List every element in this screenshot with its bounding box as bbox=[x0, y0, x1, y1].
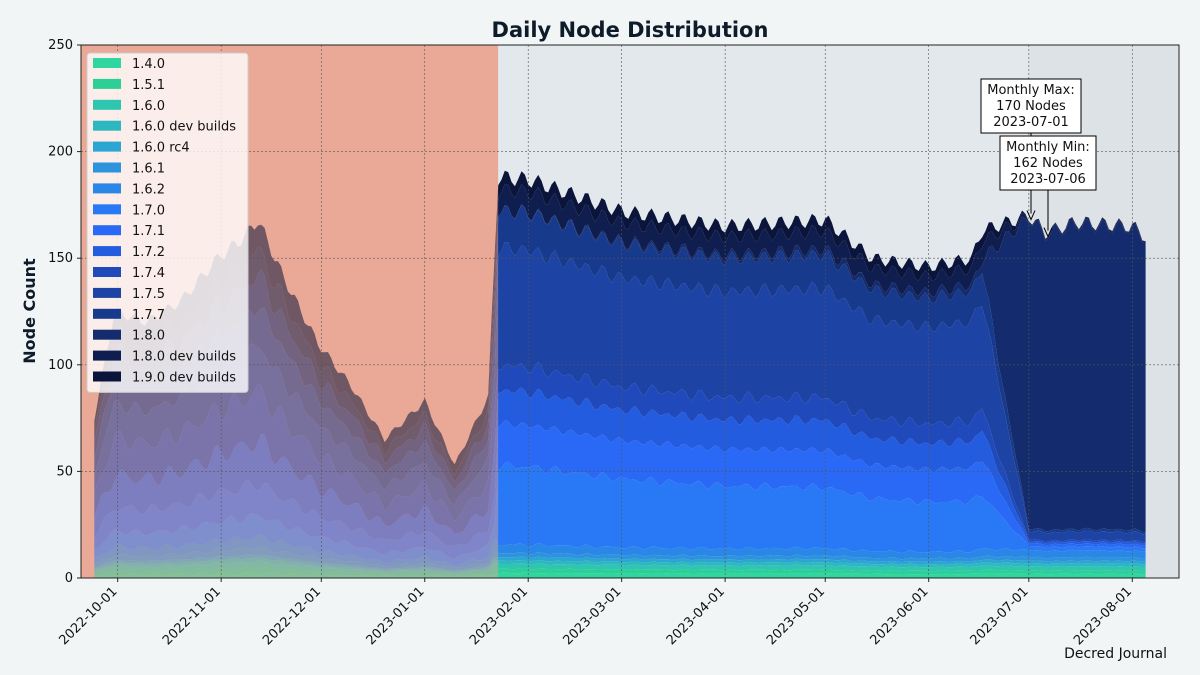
x-tick-label-0: 2022-10-01 bbox=[57, 584, 121, 648]
legend-swatch-15 bbox=[93, 371, 121, 382]
annotation-0-line-0: Monthly Max: bbox=[987, 83, 1074, 98]
y-tick-label-4: 200 bbox=[48, 145, 73, 160]
plot-frame bbox=[80, 44, 1180, 579]
y-tick-label-3: 150 bbox=[48, 251, 73, 266]
area-series-1-7-2 bbox=[94, 387, 1146, 546]
legend-label-7: 1.7.0 bbox=[132, 203, 165, 218]
area-series-1-9-0-dev-builds bbox=[94, 170, 1146, 476]
legend: 1.4.0 1.5.1 1.6.0 1.6.0 dev builds 1.6.0 rc4… bbox=[86, 52, 249, 393]
legend-swatch-10 bbox=[93, 267, 121, 277]
area-series-1-8-0 bbox=[94, 204, 1146, 533]
y-axis-label: Node Count bbox=[20, 258, 39, 364]
stacked-areas bbox=[94, 170, 1146, 578]
legend-swatch-14 bbox=[93, 350, 121, 361]
x-tick-label-10: 2023-08-01 bbox=[1071, 584, 1135, 648]
legend-label-14: 1.8.0 dev builds bbox=[132, 350, 236, 365]
annotation-box-0 bbox=[980, 78, 1082, 134]
area-series-1-7-0 bbox=[94, 461, 1146, 566]
legend-label-4: 1.6.0 rc4 bbox=[132, 141, 190, 156]
chart-title: Daily Node Distribution bbox=[492, 18, 769, 42]
annotation-box-1 bbox=[999, 135, 1097, 191]
legend-swatch-3 bbox=[93, 120, 121, 131]
area-series-1-6-0-rc4 bbox=[94, 554, 1146, 572]
legend-swatch-2 bbox=[93, 99, 121, 110]
annotation-arrowhead-0 bbox=[1026, 210, 1036, 221]
legend-swatch-6 bbox=[93, 183, 121, 194]
legend-swatch-11 bbox=[93, 287, 121, 298]
credit-text: Decred Journal bbox=[1064, 646, 1167, 662]
annotation-1-line-0: Monthly Min: bbox=[1006, 140, 1090, 155]
area-series-1-7-5 bbox=[94, 242, 1146, 543]
legend-swatch-5 bbox=[93, 162, 121, 173]
legend-label-10: 1.7.4 bbox=[132, 266, 165, 281]
annotation-0-line-2: 2023-07-01 bbox=[993, 115, 1069, 130]
y-tick-label-5: 250 bbox=[48, 38, 73, 53]
area-series-1-7-4 bbox=[94, 361, 1146, 544]
x-tick-label-2: 2022-12-01 bbox=[260, 584, 324, 648]
legend-swatch-7 bbox=[93, 204, 121, 215]
area-series-1-6-1 bbox=[94, 545, 1146, 571]
y-tick-label-2: 100 bbox=[48, 358, 73, 373]
area-series-1-6-0-dev-builds bbox=[94, 557, 1146, 573]
legend-label-12: 1.7.7 bbox=[132, 308, 165, 323]
legend-label-6: 1.6.2 bbox=[132, 182, 165, 197]
x-tick-label-6: 2023-04-01 bbox=[664, 584, 728, 648]
y-tick-label-0: 0 bbox=[65, 571, 73, 586]
legend-label-15: 1.9.0 dev builds bbox=[132, 371, 236, 386]
area-series-1-4-0 bbox=[94, 571, 1146, 578]
legend-label-3: 1.6.0 dev builds bbox=[132, 120, 236, 135]
legend-swatch-8 bbox=[93, 225, 121, 236]
legend-label-9: 1.7.2 bbox=[132, 245, 165, 260]
area-series-1-5-1 bbox=[94, 567, 1146, 577]
legend-box bbox=[86, 52, 249, 393]
legend-swatch-4 bbox=[93, 141, 121, 152]
area-series-1-7-1 bbox=[94, 420, 1146, 559]
annotation-arrowhead-1 bbox=[1043, 227, 1053, 238]
legend-label-5: 1.6.1 bbox=[132, 162, 165, 177]
legend-label-2: 1.6.0 bbox=[132, 99, 165, 114]
x-tick-label-1: 2022-11-01 bbox=[160, 584, 224, 648]
legend-label-8: 1.7.1 bbox=[132, 224, 165, 239]
annotation-1-line-2: 2023-07-06 bbox=[1010, 172, 1086, 187]
area-series-1-6-0 bbox=[94, 560, 1146, 575]
area-series-1-6-2 bbox=[94, 534, 1146, 568]
x-tick-label-7: 2023-05-01 bbox=[764, 584, 828, 648]
legend-swatch-0 bbox=[93, 58, 121, 68]
legend-swatch-1 bbox=[93, 78, 121, 89]
legend-swatch-9 bbox=[93, 246, 121, 257]
x-tick-label-3: 2023-01-01 bbox=[364, 584, 428, 648]
x-tick-label-8: 2023-06-01 bbox=[867, 584, 931, 648]
legend-label-0: 1.4.0 bbox=[132, 57, 165, 72]
legend-label-1: 1.5.1 bbox=[132, 78, 165, 93]
legend-label-13: 1.8.0 bbox=[132, 329, 165, 344]
legend-label-11: 1.7.5 bbox=[132, 287, 165, 302]
legend-swatch-12 bbox=[93, 308, 121, 319]
annotation-0-line-1: 170 Nodes bbox=[996, 99, 1066, 114]
x-tick-label-4: 2023-02-01 bbox=[467, 584, 531, 648]
x-tick-label-5: 2023-03-01 bbox=[560, 584, 624, 648]
area-series-1-7-7 bbox=[94, 204, 1146, 535]
annotation-1-line-1: 162 Nodes bbox=[1013, 156, 1083, 171]
legend-swatch-13 bbox=[93, 329, 121, 340]
plot-area: 0 50 100 150 200 250 2022-10-01 2022-11-01 2022-… bbox=[48, 38, 1180, 648]
y-tick-label-1: 50 bbox=[56, 464, 73, 479]
x-tick-label-9: 2023-07-01 bbox=[968, 584, 1032, 648]
